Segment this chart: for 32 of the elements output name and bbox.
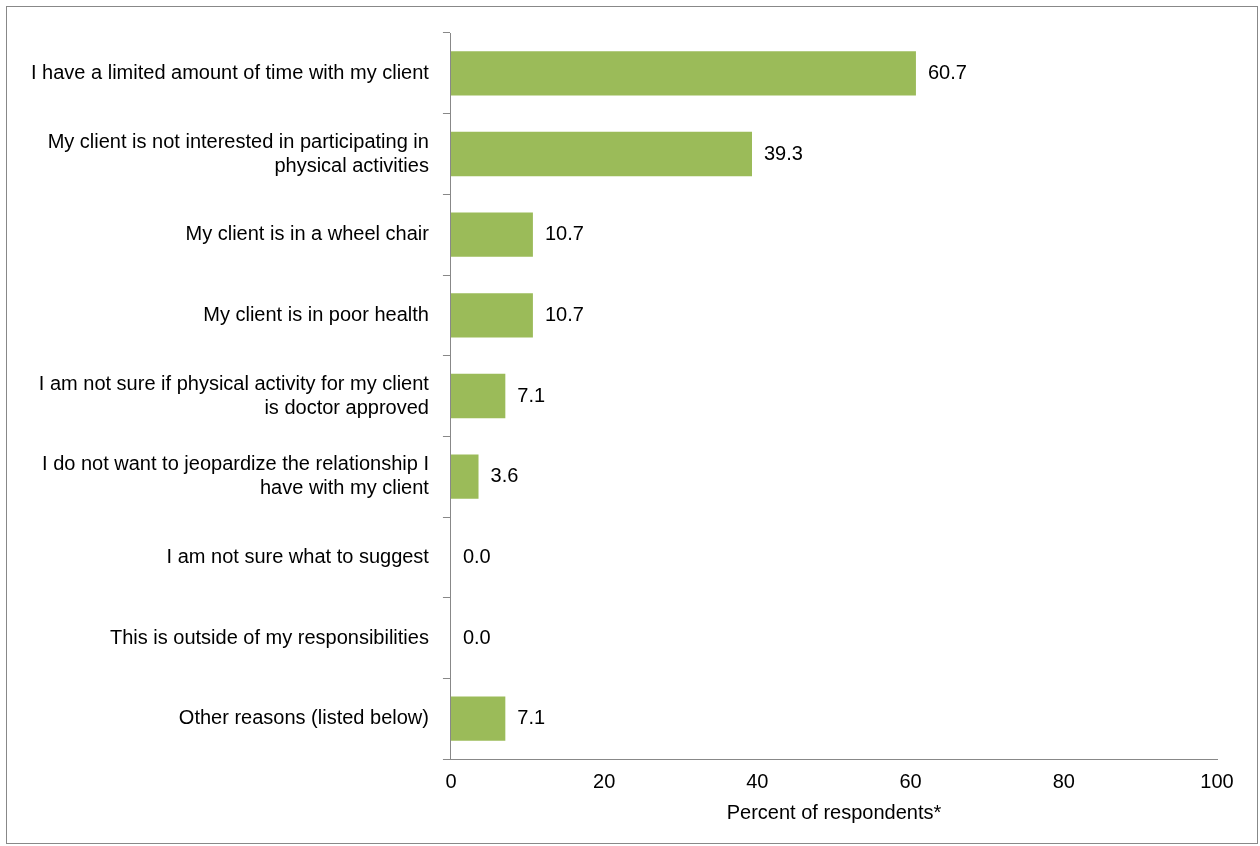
data-label: 0.0 [462,625,491,648]
bar [450,293,533,338]
bar [450,131,752,177]
x-tick-label: 20 [593,769,616,792]
y-tick-label: My client is in poor health [203,302,429,325]
x-axis-title: Percent of respondents* [726,800,942,823]
x-tick-label: 80 [1052,769,1075,792]
y-tick-label: I am not sure if physical activity for my client is doctor approved [38,371,430,418]
data-label: 0.0 [462,544,491,567]
x-tick-label: 40 [746,769,769,792]
data-label: 10.7 [544,222,584,245]
data-label: 39.3 [764,141,803,164]
y-tick-label: This is outside of my responsibilities [109,625,429,648]
data-label: 3.6 [490,464,519,487]
bar [450,51,916,96]
data-label: 60.7 [927,60,967,83]
y-tick-label: I do not want to jeopardize the relationship I have with my client [42,452,430,499]
data-label: 7.1 [517,706,546,729]
bar [450,454,479,499]
x-tick-label: 60 [899,769,922,792]
bar [450,212,533,257]
x-tick-label: 100 [1200,769,1234,792]
data-label: 7.1 [517,383,546,406]
bar [450,373,506,419]
bar [450,696,506,741]
y-tick-label: My client is in a wheel chair [185,222,430,245]
data-label: 10.7 [544,302,584,325]
x-tick-label: 0 [445,769,457,792]
y-tick-label: I have a limited amount of time with my client [30,60,430,83]
y-tick-label: I am not sure what to suggest [166,544,430,567]
y-tick-label: Other reasons (listed below) [178,706,429,729]
y-tick-label: My client is not interested in participating in physical activities [47,129,429,176]
